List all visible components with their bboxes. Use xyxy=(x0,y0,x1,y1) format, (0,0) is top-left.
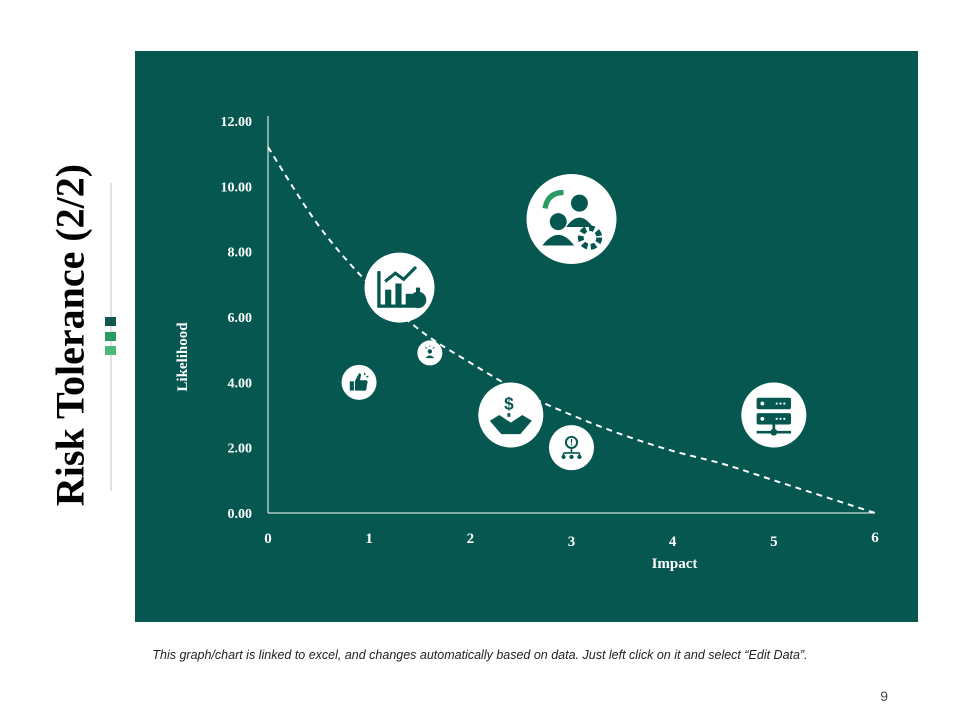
x-tick-label: 3 xyxy=(568,534,576,550)
x-tick-label: 2 xyxy=(467,531,475,547)
handshake xyxy=(489,415,532,435)
y-tick-label: 10.00 xyxy=(221,180,253,195)
gear xyxy=(577,225,603,250)
x-tick-label: 5 xyxy=(770,534,778,550)
bubble-circle xyxy=(526,174,617,264)
chart-bar xyxy=(385,289,392,307)
bubble-circle xyxy=(478,382,544,448)
chart-bar xyxy=(395,283,402,307)
chart-growth-icon xyxy=(377,265,427,309)
bubble-thumbs-up[interactable] xyxy=(341,364,377,400)
page-number: 9 xyxy=(880,688,888,704)
footer-note: This graph/chart is linked to excel, and… xyxy=(152,648,808,662)
person-body xyxy=(566,217,593,227)
bubble-server[interactable] xyxy=(741,382,807,448)
bubble-handshake[interactable]: $ xyxy=(478,382,544,448)
cuff xyxy=(349,381,354,391)
bubble-risk-alert[interactable]: ! xyxy=(549,425,594,471)
x-tick-label: 0 xyxy=(264,531,272,547)
chart-bar xyxy=(405,293,412,307)
head xyxy=(427,349,433,354)
risk-tolerance-chart[interactable]: 0.00 2.00 4.00 6.00 8.00 10.00 12.00 0 1 2 3 4 5 6 Imp… xyxy=(135,51,918,622)
node xyxy=(569,454,574,460)
title-wrap: Risk Tolerance (2/2) xyxy=(40,100,100,570)
x-axis-title: Impact xyxy=(652,556,698,572)
thumbs-up-icon xyxy=(349,372,369,391)
network-lines xyxy=(562,447,581,456)
y-tick-label: 8.00 xyxy=(228,246,253,261)
chart-axes xyxy=(377,271,416,308)
bubble-idea-person[interactable] xyxy=(417,340,443,366)
flask-neck xyxy=(415,287,421,296)
person-head xyxy=(570,194,588,212)
arrow xyxy=(542,189,564,209)
server-unit xyxy=(756,397,792,410)
alert-network-icon: ! xyxy=(561,435,582,460)
x-tick-label: 1 xyxy=(365,531,373,547)
x-tick-label: 4 xyxy=(669,534,677,550)
decor-square-mid xyxy=(105,332,116,341)
body xyxy=(425,355,435,359)
idea-person-icon xyxy=(425,345,435,359)
alert-mark: ! xyxy=(570,438,573,448)
decor-square-dark xyxy=(105,317,116,326)
flask xyxy=(409,291,427,309)
decor-square-light xyxy=(105,346,116,355)
trend-arrow xyxy=(384,265,418,283)
bubble-team-settings[interactable] xyxy=(526,174,617,264)
team-settings-icon xyxy=(542,189,603,250)
chart-panel[interactable]: 0.00 2.00 4.00 6.00 8.00 10.00 12.00 0 1 2 3 4 5 6 Imp… xyxy=(135,51,918,622)
x-tick-label: 6 xyxy=(871,530,879,546)
bubble-growth-chart[interactable] xyxy=(364,252,435,323)
thumb xyxy=(354,373,368,391)
rays xyxy=(425,345,435,349)
person-body xyxy=(542,234,575,246)
person-head xyxy=(549,213,567,231)
node xyxy=(561,454,566,460)
dollar: $ xyxy=(504,393,514,413)
server-unit xyxy=(756,413,792,425)
sparkle xyxy=(363,372,369,378)
handshake-dollar-icon: $ xyxy=(489,393,532,435)
server-led xyxy=(760,416,765,421)
y-tick-label: 12.00 xyxy=(221,115,253,130)
node xyxy=(577,454,582,460)
slide-title: Risk Tolerance (2/2) xyxy=(47,163,93,507)
y-tick-label: 0.00 xyxy=(228,507,253,522)
network-node xyxy=(770,428,778,436)
y-axis-title: Likelihood xyxy=(175,322,191,392)
server-icon xyxy=(756,397,792,436)
server-led xyxy=(760,401,765,406)
y-tick-label: 2.00 xyxy=(228,442,253,457)
y-tick-label: 4.00 xyxy=(228,376,253,391)
y-tick-label: 6.00 xyxy=(228,311,253,326)
